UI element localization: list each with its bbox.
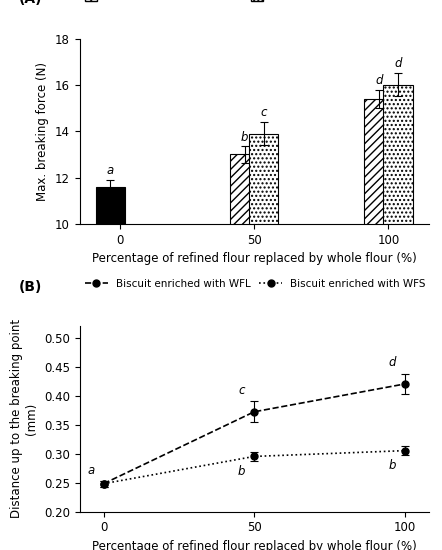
Text: (B): (B) bbox=[19, 279, 42, 294]
Bar bbox=[383, 85, 413, 456]
Text: a: a bbox=[107, 164, 114, 177]
Bar bbox=[95, 187, 125, 456]
Text: b: b bbox=[388, 459, 396, 472]
Bar bbox=[249, 134, 278, 456]
Y-axis label: Max. breaking force (N): Max. breaking force (N) bbox=[36, 62, 49, 201]
Text: d: d bbox=[394, 58, 402, 70]
Text: d: d bbox=[388, 356, 396, 370]
Text: d: d bbox=[375, 74, 383, 87]
Legend: Biscuit enriched with WFL, Biscuit enriched with WFS: Biscuit enriched with WFL, Biscuit enric… bbox=[85, 0, 407, 2]
X-axis label: Percentage of refined flour replaced by whole flour (%): Percentage of refined flour replaced by … bbox=[92, 252, 416, 265]
Text: b: b bbox=[241, 130, 248, 144]
Y-axis label: Distance up to the breaking point
(mm): Distance up to the breaking point (mm) bbox=[10, 319, 38, 518]
Text: b: b bbox=[238, 465, 245, 478]
Bar bbox=[230, 155, 259, 456]
Text: c: c bbox=[239, 384, 245, 397]
Text: a: a bbox=[88, 464, 95, 477]
X-axis label: Percentage of refined flour replaced by whole flour (%): Percentage of refined flour replaced by … bbox=[92, 540, 416, 550]
Legend: Biscuit enriched with WFL, Biscuit enriched with WFS: Biscuit enriched with WFL, Biscuit enric… bbox=[85, 279, 426, 289]
Text: (A): (A) bbox=[19, 0, 42, 6]
Text: c: c bbox=[260, 106, 267, 119]
Bar bbox=[364, 99, 394, 456]
